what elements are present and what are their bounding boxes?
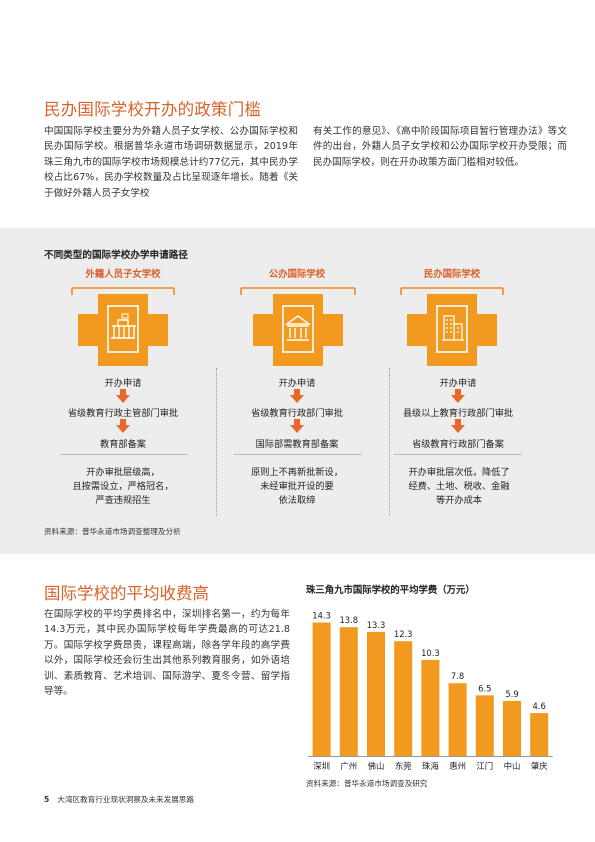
foreign-school-building-icon	[78, 294, 168, 366]
note-line: 开办审批层级高，	[86, 467, 160, 478]
step-approve: 县级以上教育行政部门审批	[402, 408, 514, 419]
section-title-policy: 民办国际学校开办的政策门槛	[44, 100, 262, 119]
bar-惠州	[448, 683, 467, 756]
column-title-public: 公办国际学校	[268, 269, 326, 280]
fee-bar-chart: 14.3 深圳 13.8 广州 13.3 佛山 12.3 东莞 10.3 珠海 7.8 惠州 6.5 江门…	[308, 611, 553, 771]
note-line: 严查违规招生	[95, 495, 151, 506]
footer-text: 大湾区教育行业现状洞察及未来发展思路	[57, 795, 194, 804]
bar-珠海	[421, 659, 440, 756]
step-approve: 省级教育行政部门审批	[251, 408, 343, 419]
note-line: 等开办成本	[436, 495, 482, 506]
note-line: 原则上不再新批新设，	[251, 467, 343, 478]
fees-paragraph: 在国际学校的平均学费排名中，深圳排名第一，约为每年14.3万元，其中民办国际学校…	[44, 609, 290, 698]
divider	[394, 454, 522, 455]
step-apply: 开办申请	[104, 378, 142, 389]
down-arrow-icon	[116, 389, 130, 403]
bar-广州	[339, 627, 358, 756]
step-apply: 开办申请	[439, 378, 477, 389]
note-line: 开办审批层次低，降低了	[408, 467, 510, 478]
note-line: 且按需设立，严格冠名，	[72, 481, 174, 492]
bar-value-label: 5.9	[505, 689, 518, 699]
category-label: 惠州	[449, 761, 466, 771]
public-school-columns-icon	[253, 294, 343, 366]
column-separator	[216, 368, 217, 516]
note-line: 经费、土地、税收、金融	[408, 481, 510, 492]
category-label: 肇庆	[531, 761, 548, 771]
category-label: 广州	[340, 761, 357, 771]
step-record: 教育部备案	[100, 439, 146, 450]
bar-value-label: 13.3	[367, 620, 386, 630]
divider	[234, 454, 362, 455]
bar-value-label: 6.5	[478, 683, 491, 693]
chart-title: 珠三角九市国际学校的平均学费（万元）	[306, 585, 475, 596]
bar-value-label: 10.3	[421, 648, 440, 658]
panel-title: 不同类型的国际学校办学申请路径	[44, 250, 188, 261]
column-separator	[389, 368, 390, 516]
step-record: 省级教育行政部门备案	[412, 439, 504, 450]
bar-value-label: 7.8	[451, 671, 464, 681]
bar-value-label: 14.3	[312, 611, 331, 621]
bar-江门	[475, 695, 494, 756]
column-note-private: 开办审批层次低，降低了 经费、土地、税收、金融 等开办成本	[374, 466, 544, 508]
step-record: 国际部需教育部备案	[255, 439, 339, 450]
column-title-foreign: 外籍人员子女学校	[85, 269, 161, 280]
column-note-foreign: 开办审批层级高， 且按需设立，严格冠名， 严查违规招生	[40, 466, 206, 508]
policy-paragraph-right: 有关工作的意见》、《高中阶段国际项目暂行管理办法》等文件的出台，外籍人员子女学校…	[313, 126, 567, 168]
bar-深圳	[312, 622, 331, 756]
bar-中山	[503, 700, 521, 756]
bar-value-label: 4.6	[533, 701, 546, 711]
category-label: 中山	[504, 761, 521, 771]
bar-肇庆	[530, 713, 549, 756]
step-apply: 开办申请	[278, 378, 316, 389]
private-school-tower-icon	[407, 294, 497, 366]
down-arrow-icon	[451, 419, 465, 433]
bar-佛山	[367, 631, 385, 756]
category-label: 珠海	[422, 761, 439, 771]
column-header-bracket	[240, 287, 356, 295]
down-arrow-icon	[290, 419, 304, 433]
category-label: 深圳	[313, 761, 330, 771]
column-header-bracket	[71, 287, 175, 295]
category-label: 东莞	[395, 761, 412, 771]
bar-东莞	[394, 641, 413, 756]
page-footer: 5 大湾区教育行业现状洞察及未来发展思路	[44, 794, 194, 805]
step-approve: 省级教育行政主管部门审批	[67, 408, 179, 419]
note-line: 依法取缔	[278, 495, 316, 506]
section-title-fees: 国际学校的平均收费高	[44, 584, 209, 603]
bar-value-label: 13.8	[339, 615, 358, 625]
bar-value-label: 12.3	[394, 629, 413, 639]
flow-source-note: 资料来源：普华永道市场调查整理及分析	[44, 527, 181, 536]
column-title-private: 民办国际学校	[423, 269, 481, 280]
category-label: 佛山	[368, 761, 385, 771]
down-arrow-icon	[451, 389, 465, 403]
column-note-public: 原则上不再新批新设， 未经审批开设的要 依法取缔	[214, 466, 380, 508]
chart-source-note: 资料来源：普华永道市场调查及研究	[306, 779, 428, 788]
page-number: 5	[44, 795, 50, 804]
policy-paragraph-left: 中国国际学校主要分为外籍人员子女学校、公办国际学校和民办国际学校。根据普华永道市…	[44, 126, 298, 199]
down-arrow-icon	[116, 419, 130, 433]
column-header-bracket	[400, 287, 504, 295]
down-arrow-icon	[290, 389, 304, 403]
divider	[60, 454, 188, 455]
note-line: 未经审批开设的要	[260, 481, 334, 492]
category-label: 江门	[476, 761, 493, 771]
